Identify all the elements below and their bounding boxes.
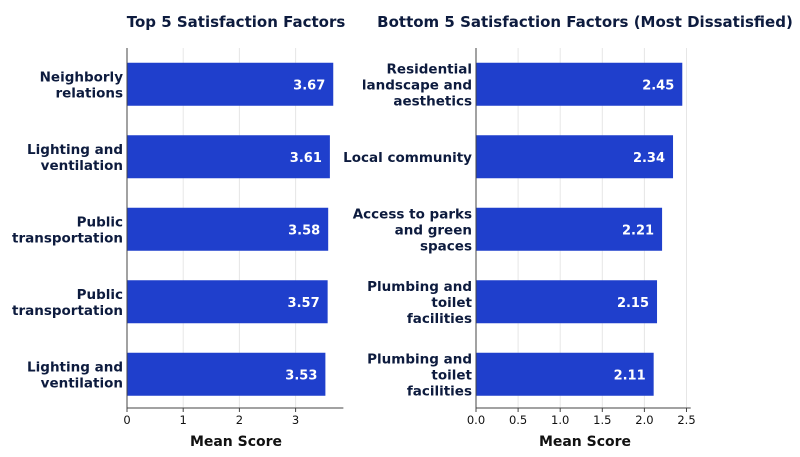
data-label: 2.45 bbox=[642, 78, 674, 93]
category-label: Local community bbox=[343, 150, 472, 166]
category-label: Plumbing and toilet facilities bbox=[367, 279, 472, 327]
bar bbox=[127, 62, 334, 106]
x-tick-label: 1.5 bbox=[593, 413, 611, 427]
bar bbox=[476, 135, 674, 179]
category-label: Lighting and ventilation bbox=[27, 142, 123, 174]
bar bbox=[127, 352, 326, 396]
category-label: Lighting and ventilation bbox=[27, 359, 123, 391]
x-axis-label: Mean Score bbox=[190, 434, 282, 450]
category-label: Residential landscape and aesthetics bbox=[362, 61, 472, 109]
x-tick-label: 1.0 bbox=[551, 413, 569, 427]
data-label: 3.53 bbox=[285, 368, 317, 383]
data-label: 2.11 bbox=[614, 368, 646, 383]
x-tick-label: 0.5 bbox=[509, 413, 527, 427]
bar bbox=[127, 207, 329, 251]
bar bbox=[476, 207, 663, 251]
data-label: 3.61 bbox=[290, 151, 322, 166]
data-label: 3.57 bbox=[288, 296, 320, 311]
bar bbox=[476, 280, 658, 324]
top-5-panel: Top 5 Satisfaction Factors Mean Score 3.… bbox=[12, 13, 345, 450]
x-tick-label: 3 bbox=[292, 413, 299, 427]
data-label: 3.58 bbox=[288, 223, 320, 238]
x-tick-label: 0.0 bbox=[467, 413, 485, 427]
category-label: Neighborly relations bbox=[40, 69, 124, 101]
x-tick-label: 2 bbox=[236, 413, 243, 427]
x-tick-label: 2.5 bbox=[677, 413, 695, 427]
chart-title: Top 5 Satisfaction Factors bbox=[127, 13, 346, 31]
category-label: Public transportation bbox=[12, 287, 123, 319]
bar bbox=[127, 280, 328, 324]
category-label: Access to parks and green spaces bbox=[353, 206, 472, 254]
bar bbox=[476, 62, 683, 106]
category-label: Plumbing and toilet facilities bbox=[367, 351, 472, 399]
x-tick-label: 0 bbox=[123, 413, 130, 427]
x-tick-label: 2.0 bbox=[635, 413, 653, 427]
x-axis-label: Mean Score bbox=[539, 434, 631, 450]
category-label: Public transportation bbox=[12, 214, 123, 246]
data-label: 2.15 bbox=[617, 296, 649, 311]
bottom-5-panel: Bottom 5 Satisfaction Factors (Most Diss… bbox=[343, 13, 793, 450]
data-label: 2.34 bbox=[633, 151, 665, 166]
data-label: 3.67 bbox=[293, 78, 325, 93]
bar bbox=[127, 135, 330, 179]
x-tick-label: 1 bbox=[180, 413, 187, 427]
chart-title: Bottom 5 Satisfaction Factors (Most Diss… bbox=[377, 13, 793, 31]
data-label: 2.21 bbox=[622, 223, 654, 238]
bar bbox=[476, 352, 654, 396]
